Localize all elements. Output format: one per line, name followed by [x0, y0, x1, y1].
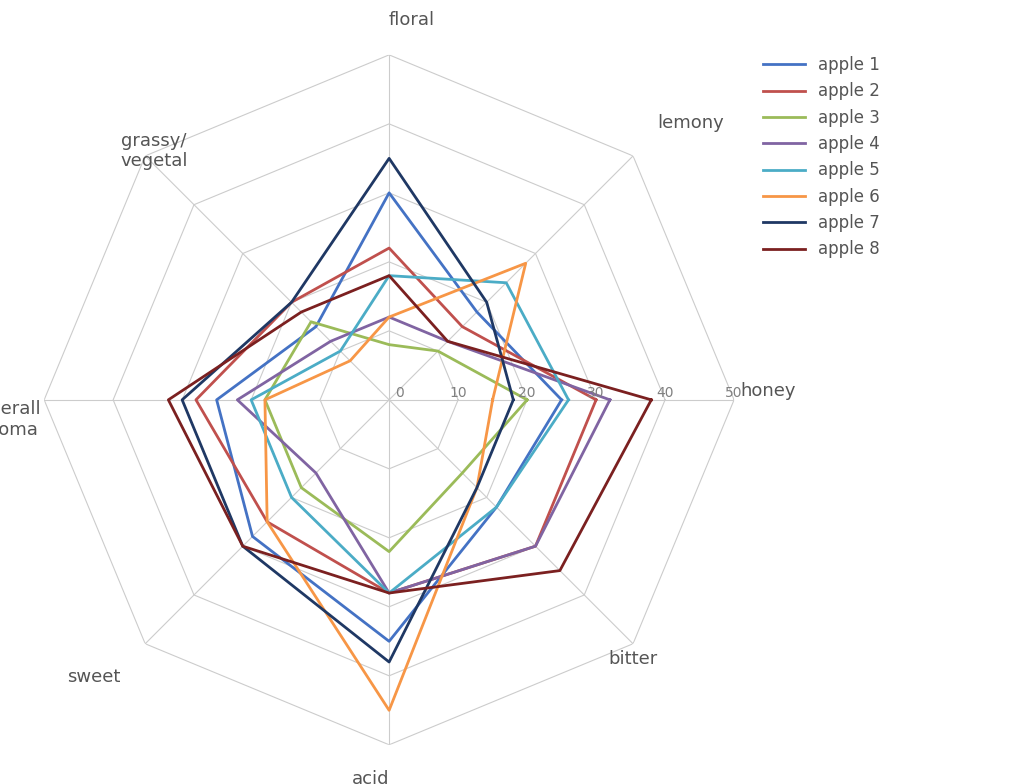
apple 3 [521, 395, 534, 405]
apple 1 [383, 188, 395, 198]
apple 4 [529, 542, 542, 551]
apple 6 [383, 312, 395, 321]
apple 2 [383, 588, 395, 597]
Text: overall
aroma: overall aroma [0, 400, 41, 438]
apple 7 [383, 154, 395, 163]
apple 1 [247, 532, 259, 541]
Text: bitter: bitter [608, 650, 657, 668]
apple 5 [490, 503, 503, 512]
Text: honey: honey [740, 382, 797, 400]
apple 1 [310, 322, 323, 332]
apple 3 [383, 340, 395, 350]
Line: apple 8: apple 8 [168, 276, 651, 593]
apple 3 [432, 347, 444, 356]
apple 8 [295, 307, 307, 317]
apple 3 [521, 395, 534, 405]
Text: sweet: sweet [68, 668, 121, 686]
apple 8 [645, 395, 657, 405]
apple 4 [383, 588, 395, 597]
apple 3 [456, 468, 468, 477]
Text: lemony: lemony [657, 114, 724, 132]
apple 8 [237, 542, 249, 551]
Text: 10: 10 [450, 386, 467, 400]
apple 6 [519, 259, 531, 268]
apple 7 [507, 395, 519, 405]
apple 2 [456, 322, 468, 332]
apple 7 [480, 298, 493, 307]
apple 1 [471, 307, 483, 317]
apple 6 [471, 483, 483, 492]
Line: apple 6: apple 6 [265, 263, 525, 710]
apple 4 [231, 395, 244, 405]
apple 7 [383, 657, 395, 666]
Legend: apple 1, apple 2, apple 3, apple 4, apple 5, apple 6, apple 7, apple 8: apple 1, apple 2, apple 3, apple 4, appl… [756, 49, 887, 265]
Text: 50: 50 [725, 386, 742, 400]
Text: 20: 20 [518, 386, 536, 400]
apple 4 [604, 395, 616, 405]
apple 7 [507, 395, 519, 405]
apple 3 [305, 317, 317, 326]
Text: 40: 40 [656, 386, 674, 400]
apple 2 [529, 542, 542, 551]
apple 1 [490, 503, 503, 512]
apple 1 [555, 395, 567, 405]
apple 3 [259, 395, 271, 405]
Line: apple 5: apple 5 [251, 276, 568, 593]
apple 8 [645, 395, 657, 405]
apple 6 [383, 706, 395, 715]
apple 8 [441, 336, 454, 346]
apple 5 [286, 492, 298, 502]
apple 8 [162, 395, 174, 405]
apple 5 [500, 278, 512, 288]
apple 8 [554, 566, 566, 575]
apple 1 [211, 395, 223, 405]
apple 2 [590, 395, 602, 405]
apple 6 [486, 395, 499, 405]
apple 3 [383, 547, 395, 557]
Line: apple 2: apple 2 [196, 248, 596, 593]
Line: apple 1: apple 1 [217, 193, 561, 641]
apple 3 [295, 483, 307, 492]
apple 6 [486, 395, 499, 405]
apple 4 [325, 336, 337, 346]
apple 2 [383, 243, 395, 252]
apple 5 [334, 347, 346, 356]
apple 4 [310, 468, 323, 477]
Text: grassy/
vegetal: grassy/ vegetal [121, 132, 188, 170]
apple 2 [189, 395, 202, 405]
apple 7 [286, 298, 298, 307]
Text: 30: 30 [588, 386, 605, 400]
apple 7 [176, 395, 188, 405]
Line: apple 4: apple 4 [238, 317, 610, 593]
apple 6 [344, 356, 356, 365]
apple 2 [286, 298, 298, 307]
apple 8 [383, 271, 395, 281]
apple 4 [383, 312, 395, 321]
Line: apple 7: apple 7 [182, 158, 513, 662]
Line: apple 3: apple 3 [265, 321, 527, 552]
Text: floral: floral [389, 12, 435, 29]
apple 7 [237, 542, 249, 551]
apple 8 [383, 588, 395, 597]
Text: 0: 0 [395, 386, 403, 400]
Text: acid: acid [351, 771, 389, 784]
apple 4 [441, 336, 454, 346]
apple 1 [555, 395, 567, 405]
apple 2 [261, 517, 273, 527]
apple 2 [590, 395, 602, 405]
apple 5 [245, 395, 257, 405]
apple 7 [471, 483, 483, 492]
apple 4 [604, 395, 616, 405]
apple 6 [259, 395, 271, 405]
apple 5 [562, 395, 574, 405]
apple 6 [261, 517, 273, 527]
apple 5 [383, 588, 395, 597]
apple 5 [562, 395, 574, 405]
apple 1 [383, 637, 395, 646]
apple 5 [383, 271, 395, 281]
